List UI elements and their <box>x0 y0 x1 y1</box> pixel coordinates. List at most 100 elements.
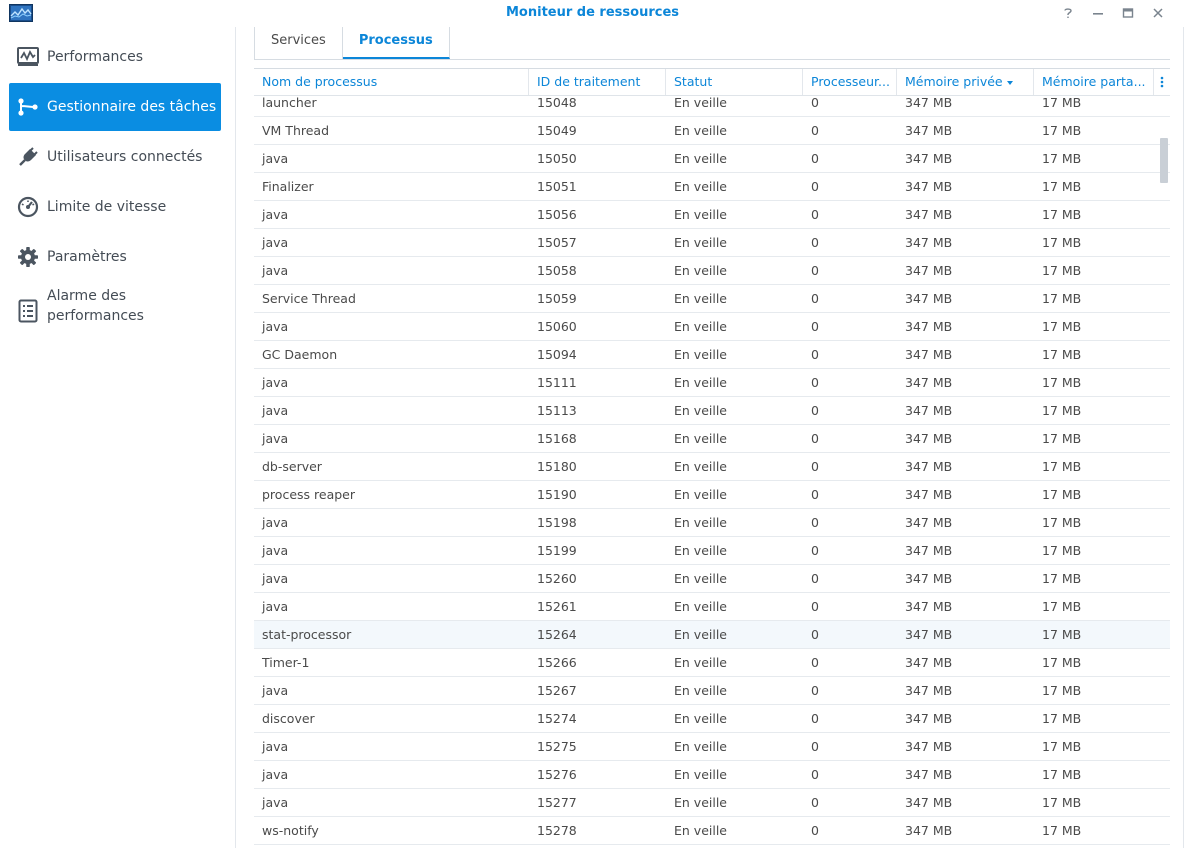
cell-processor: 0 <box>811 795 819 810</box>
cell-processor: 0 <box>811 263 819 278</box>
column-header-status[interactable]: Statut <box>666 69 803 95</box>
table-row[interactable]: Finalizer 15051 En veille 0 347 MB 17 MB <box>254 173 1170 201</box>
tab-services[interactable]: Services <box>254 27 343 59</box>
cell-processor: 0 <box>811 319 819 334</box>
cell-processor: 0 <box>811 767 819 782</box>
column-header-private-memory[interactable]: Mémoire privée <box>897 69 1034 95</box>
cell-private-memory: 347 MB <box>905 431 953 446</box>
cell-processor: 0 <box>811 683 819 698</box>
cell-shared-memory: 17 MB <box>1042 515 1082 530</box>
table-row[interactable]: GC Daemon 15094 En veille 0 347 MB 17 MB <box>254 341 1170 369</box>
table-row[interactable]: VM Thread 15049 En veille 0 347 MB 17 MB <box>254 117 1170 145</box>
cell-processor: 0 <box>811 823 819 838</box>
cell-shared-memory: 17 MB <box>1042 95 1082 110</box>
table-row[interactable]: java 15113 En veille 0 347 MB 17 MB <box>254 397 1170 425</box>
column-header-process-id[interactable]: ID de traitement <box>529 69 666 95</box>
cell-process-id: 15168 <box>537 431 577 446</box>
cell-process-name: java <box>262 375 289 390</box>
cell-process-name: java <box>262 319 289 334</box>
table-row[interactable]: java 15057 En veille 0 347 MB 17 MB <box>254 229 1170 257</box>
table-row[interactable]: java 15198 En veille 0 347 MB 17 MB <box>254 509 1170 537</box>
cell-process-id: 15094 <box>537 347 577 362</box>
cell-process-id: 15275 <box>537 739 577 754</box>
cell-processor: 0 <box>811 95 819 110</box>
cell-status: En veille <box>674 599 727 614</box>
close-icon[interactable] <box>1143 3 1173 23</box>
cell-processor: 0 <box>811 543 819 558</box>
cell-private-memory: 347 MB <box>905 711 953 726</box>
column-header-private-memory-label: Mémoire privée <box>905 74 1003 89</box>
cell-status: En veille <box>674 403 727 418</box>
table-row[interactable]: discover 15274 En veille 0 347 MB 17 MB <box>254 705 1170 733</box>
table-row[interactable]: launcher 15048 En veille 0 347 MB 17 MB <box>254 89 1170 117</box>
sidebar-item-performances[interactable]: Performances <box>9 33 221 81</box>
cell-status: En veille <box>674 319 727 334</box>
cell-status: En veille <box>674 263 727 278</box>
table-row[interactable]: java 15111 En veille 0 347 MB 17 MB <box>254 369 1170 397</box>
table-row[interactable]: java 15276 En veille 0 347 MB 17 MB <box>254 761 1170 789</box>
table-row[interactable]: java 15277 En veille 0 347 MB 17 MB <box>254 789 1170 817</box>
table-row[interactable]: java 15260 En veille 0 347 MB 17 MB <box>254 565 1170 593</box>
table-row[interactable]: ws-notify 15278 En veille 0 347 MB 17 MB <box>254 817 1170 845</box>
maximize-icon[interactable] <box>1113 3 1143 23</box>
cell-process-name: java <box>262 739 289 754</box>
plug-icon <box>9 133 47 181</box>
column-header-process-name[interactable]: Nom de processus <box>254 69 529 95</box>
column-header-shared-memory[interactable]: Mémoire parta... <box>1034 69 1154 95</box>
cell-private-memory: 347 MB <box>905 95 953 110</box>
cell-status: En veille <box>674 739 727 754</box>
sidebar-item-settings[interactable]: Paramètres <box>9 233 221 281</box>
cell-private-memory: 347 MB <box>905 767 953 782</box>
cell-process-id: 15059 <box>537 291 577 306</box>
sidebar-item-task-manager[interactable]: Gestionnaire des tâches <box>9 83 221 131</box>
table-row[interactable]: java 15199 En veille 0 347 MB 17 MB <box>254 537 1170 565</box>
cell-shared-memory: 17 MB <box>1042 319 1082 334</box>
table-row[interactable]: stat-processor 15264 En veille 0 347 MB 17 MB <box>254 621 1170 649</box>
cell-shared-memory: 17 MB <box>1042 767 1082 782</box>
table-row[interactable]: java 15056 En veille 0 347 MB 17 MB <box>254 201 1170 229</box>
cell-status: En veille <box>674 823 727 838</box>
table-row[interactable]: java 15058 En veille 0 347 MB 17 MB <box>254 257 1170 285</box>
cell-status: En veille <box>674 207 727 222</box>
cell-process-id: 15278 <box>537 823 577 838</box>
cell-status: En veille <box>674 459 727 474</box>
cell-processor: 0 <box>811 207 819 222</box>
cell-process-id: 15276 <box>537 767 577 782</box>
help-icon[interactable] <box>1053 3 1083 23</box>
sidebar-item-speed-limit[interactable]: Limite de vitesse <box>9 183 221 231</box>
sidebar-item-performance-alarm[interactable]: Alarme des performances <box>9 284 221 336</box>
cell-private-memory: 347 MB <box>905 683 953 698</box>
cell-process-name: java <box>262 599 289 614</box>
table-row[interactable]: java 15060 En veille 0 347 MB 17 MB <box>254 313 1170 341</box>
sidebar-item-connected-users[interactable]: Utilisateurs connectés <box>9 133 221 181</box>
cell-process-name: java <box>262 235 289 250</box>
minimize-icon[interactable] <box>1083 3 1113 23</box>
cell-status: En veille <box>674 627 727 642</box>
table-row[interactable]: Service Thread 15059 En veille 0 347 MB 17 MB <box>254 285 1170 313</box>
cell-status: En veille <box>674 179 727 194</box>
table-row[interactable]: process reaper 15190 En veille 0 347 MB 17 MB <box>254 481 1170 509</box>
cell-private-memory: 347 MB <box>905 795 953 810</box>
cell-private-memory: 347 MB <box>905 487 953 502</box>
cell-private-memory: 347 MB <box>905 655 953 670</box>
table-row[interactable]: java 15267 En veille 0 347 MB 17 MB <box>254 677 1170 705</box>
table-row[interactable]: db-server 15180 En veille 0 347 MB 17 MB <box>254 453 1170 481</box>
cell-status: En veille <box>674 711 727 726</box>
tab-processus[interactable]: Processus <box>342 27 450 59</box>
scrollbar-thumb[interactable] <box>1160 138 1168 183</box>
cell-process-name: java <box>262 515 289 530</box>
cell-shared-memory: 17 MB <box>1042 235 1082 250</box>
table-row[interactable]: java 15168 En veille 0 347 MB 17 MB <box>254 425 1170 453</box>
cell-processor: 0 <box>811 375 819 390</box>
column-menu-icon[interactable] <box>1154 69 1170 95</box>
cell-process-id: 15049 <box>537 123 577 138</box>
table-row[interactable]: Timer-1 15266 En veille 0 347 MB 17 MB <box>254 649 1170 677</box>
cell-processor: 0 <box>811 403 819 418</box>
table-row[interactable]: java 15261 En veille 0 347 MB 17 MB <box>254 593 1170 621</box>
column-header-processor[interactable]: Processeur... <box>803 69 897 95</box>
cell-process-name: db-server <box>262 459 322 474</box>
cell-processor: 0 <box>811 235 819 250</box>
table-row[interactable]: java 15275 En veille 0 347 MB 17 MB <box>254 733 1170 761</box>
cell-shared-memory: 17 MB <box>1042 123 1082 138</box>
table-row[interactable]: java 15050 En veille 0 347 MB 17 MB <box>254 145 1170 173</box>
